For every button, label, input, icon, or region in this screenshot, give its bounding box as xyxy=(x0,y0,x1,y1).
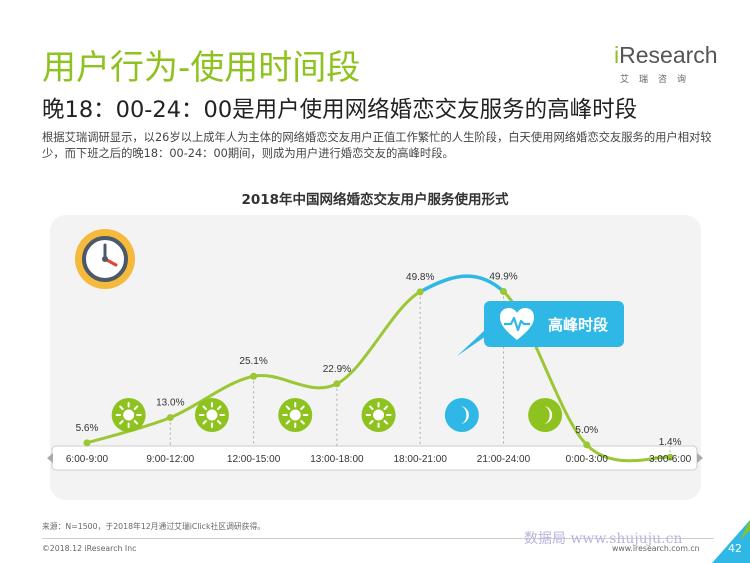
data-point xyxy=(500,288,507,296)
data-point xyxy=(250,372,258,380)
copyright: ©2018.12 iResearch Inc xyxy=(42,544,137,553)
moon-icon xyxy=(528,398,563,432)
heart-pulse-icon xyxy=(500,308,534,340)
sun-icon xyxy=(278,398,313,432)
peak-segment-line xyxy=(418,274,506,294)
page-subtitle: 晚18：00-24：00是用户使用网络婚恋交友服务的高峰时段 xyxy=(42,97,638,123)
x-tick-label: 6:00-9:00 xyxy=(66,454,109,465)
x-tick-label: 0:00-3:00 xyxy=(566,454,609,465)
footer-divider xyxy=(42,538,714,539)
x-tick-label: 12:00-15:00 xyxy=(227,454,281,465)
watermark: 数据局 www.shujuju.cn xyxy=(524,531,683,547)
data-point xyxy=(583,441,591,449)
iresearch-logo: iResearch 艾瑞咨询 xyxy=(614,40,718,90)
data-label: 22.9% xyxy=(323,364,351,375)
moon-icon xyxy=(444,398,479,432)
data-point xyxy=(333,380,341,388)
data-point xyxy=(83,439,91,447)
logo-tagline: 艾瑞咨询 xyxy=(620,75,697,85)
x-tick-label: 9:00-12:00 xyxy=(146,454,194,465)
logo-wordmark: iResearch xyxy=(614,42,718,68)
sun-icon xyxy=(361,398,396,432)
data-label: 13.0% xyxy=(156,398,184,409)
sun-icon xyxy=(194,398,229,432)
source-note: 来源：N=1500，于2018年12月通过艾瑞iClick社区调研获得。 xyxy=(42,522,266,531)
page-title: 用户行为-使用时间段 xyxy=(42,48,361,88)
x-tick-label: 13:00-18:00 xyxy=(310,454,364,465)
data-label: 49.8% xyxy=(406,272,434,283)
data-label: 49.9% xyxy=(489,272,517,283)
axis-right-arrow xyxy=(697,453,703,463)
x-tick-label: 18:00-21:00 xyxy=(394,454,448,465)
page-description: 根据艾瑞调研显示，以26岁以上成年人为主体的网络婚恋交友用户正值工作繁忙的人生阶… xyxy=(42,131,712,160)
callout-label: 高峰时段 xyxy=(548,316,609,334)
data-label: 1.4% xyxy=(659,437,682,448)
x-tick-label: 3:00-6:00 xyxy=(649,454,692,465)
series-line xyxy=(85,274,672,463)
callout-pointer xyxy=(457,330,495,356)
clock-icon xyxy=(75,229,135,289)
data-point xyxy=(416,288,424,296)
chart-title: 2018年中国网络婚恋交友用户服务使用形式 xyxy=(241,192,509,208)
page-number: 42 xyxy=(728,542,742,555)
x-tick-label: 21:00-24:00 xyxy=(477,454,531,465)
corner-decoration xyxy=(712,520,750,563)
data-point xyxy=(666,453,674,461)
axis-left-arrow xyxy=(47,453,53,463)
data-label: 5.6% xyxy=(76,423,99,434)
data-point xyxy=(166,414,174,422)
data-label: 5.0% xyxy=(575,425,598,436)
sun-icon xyxy=(111,398,146,432)
data-label: 25.1% xyxy=(239,356,267,367)
website: www.iresearch.com.cn xyxy=(612,544,700,553)
